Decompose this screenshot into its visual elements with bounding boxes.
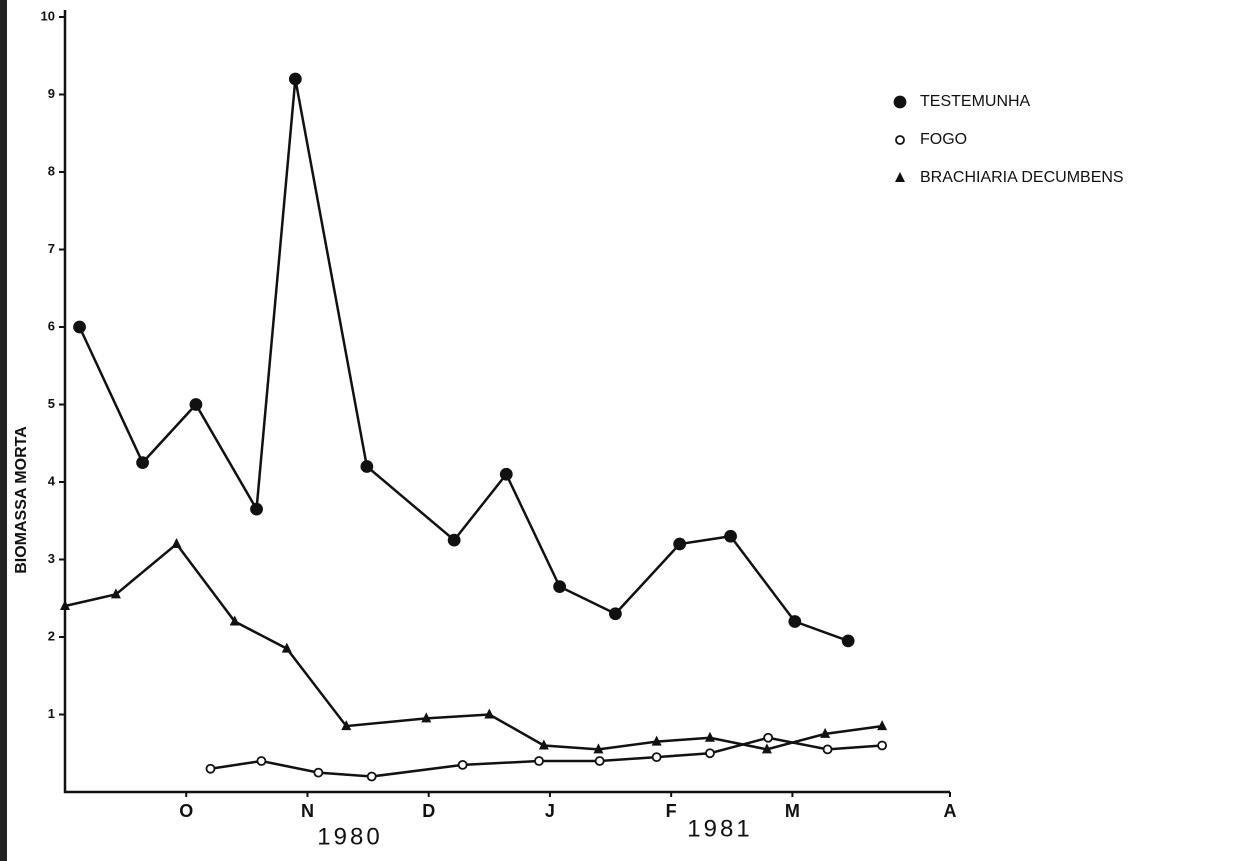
point: [341, 720, 352, 731]
legend-label: FOGO: [920, 131, 967, 148]
legend-label: BRACHIARIA DECUMBENS: [920, 169, 1124, 186]
point: [360, 460, 374, 473]
point: [788, 615, 802, 628]
series-line: [78, 78, 849, 643]
point: [877, 720, 888, 731]
y-tick-label: 4: [48, 473, 56, 488]
x-tick-label: M: [785, 801, 800, 821]
point: [538, 739, 549, 750]
y-tick-label: 10: [41, 8, 55, 23]
point: [189, 398, 203, 411]
point: [229, 615, 240, 626]
scan-edge: [0, 0, 7, 861]
legend-marker: [895, 135, 905, 145]
point: [110, 588, 121, 599]
point: [366, 771, 377, 782]
point: [73, 320, 86, 334]
year-label: 1980: [317, 823, 382, 850]
y-tick-label: 9: [48, 86, 55, 101]
x-tick-label: J: [545, 801, 555, 821]
point: [763, 732, 774, 743]
legend-marker: [895, 172, 905, 182]
point: [457, 759, 468, 770]
y-tick-label: 8: [48, 163, 55, 178]
point: [136, 456, 149, 470]
point: [593, 743, 604, 754]
point: [499, 467, 513, 481]
point: [651, 735, 662, 746]
y-tick-label: 2: [48, 628, 55, 643]
x-tick-label: F: [666, 801, 677, 821]
y-axis-label: BIOMASSA MORTA: [13, 426, 30, 574]
y-tick-label: 6: [48, 318, 55, 333]
y-tick-label: 7: [48, 241, 55, 256]
x-tick-label: A: [944, 801, 957, 821]
point: [724, 529, 737, 543]
point: [705, 748, 715, 759]
point: [608, 607, 622, 621]
point: [841, 634, 855, 648]
point: [761, 743, 772, 754]
point: [205, 763, 216, 774]
axes: [63, 10, 950, 794]
point: [60, 600, 70, 610]
year-label: 1981: [687, 815, 752, 842]
point: [484, 708, 495, 719]
point: [651, 752, 662, 763]
point: [822, 744, 833, 755]
point: [673, 537, 687, 551]
series-line: [210, 736, 883, 778]
point: [447, 533, 461, 547]
legend-marker: [893, 95, 907, 109]
y-tick-label: 3: [48, 551, 55, 566]
point: [553, 580, 567, 594]
y-tick-label: 5: [48, 396, 55, 411]
point: [256, 756, 267, 766]
point: [594, 756, 605, 766]
point: [534, 756, 544, 766]
x-tick-label: N: [301, 801, 314, 821]
x-tick-label: D: [422, 801, 435, 821]
point: [288, 72, 302, 86]
legend-label: TESTEMUNHA: [920, 93, 1031, 110]
point: [877, 740, 888, 751]
point: [171, 538, 182, 548]
x-tick-label: O: [179, 801, 193, 821]
point: [704, 731, 715, 742]
point: [820, 727, 831, 738]
point: [421, 712, 432, 723]
point: [250, 502, 263, 516]
y-tick-label: 1: [48, 706, 55, 721]
point: [313, 767, 324, 778]
point: [281, 642, 292, 653]
